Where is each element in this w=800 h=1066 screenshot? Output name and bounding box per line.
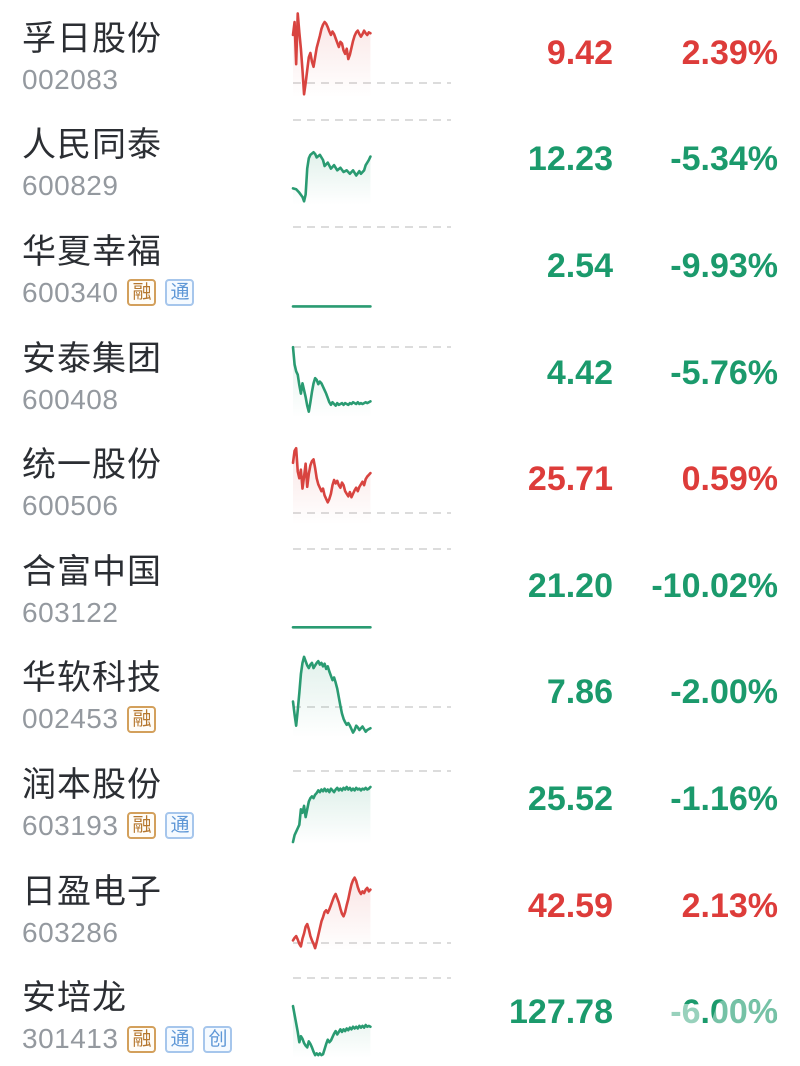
stock-info: 孚日股份 002083 — [22, 10, 293, 97]
stock-name: 华软科技 — [22, 659, 162, 698]
stock-name: 合富中国 — [22, 552, 162, 591]
stock-row-600829[interactable]: 人民同泰 600829 12.23 -5.34% — [0, 106, 800, 214]
stock-code: 600408 — [22, 383, 119, 415]
stock-name: 人民同泰 — [22, 126, 162, 165]
sparkline-chart — [293, 650, 451, 738]
stock-code-line: 603286 — [22, 916, 293, 950]
stock-code: 603122 — [22, 596, 119, 628]
stock-info: 合富中国 603122 — [22, 543, 293, 630]
sparkline-chart — [293, 10, 451, 99]
stock-change-percent: -1.16% — [670, 779, 778, 818]
stock-code-line: 301413 融通创 — [22, 1022, 293, 1056]
sparkline-chart — [293, 223, 451, 309]
stock-code-line: 600408 — [22, 383, 293, 417]
prev-close-baseline — [293, 346, 451, 349]
stock-name: 安培龙 — [22, 979, 127, 1018]
sparkline-chart — [293, 117, 451, 205]
stock-change-percent: -6.00% — [670, 993, 778, 1032]
stock-name: 安泰集团 — [22, 339, 162, 378]
stock-row-600340[interactable]: 华夏幸福 600340 融通 2.54 -9.93% — [0, 213, 800, 320]
stock-info: 安泰集团 600408 — [22, 330, 293, 417]
prev-close-baseline — [293, 770, 451, 773]
stock-row-002083[interactable]: 孚日股份 002083 9.42 2.39% — [0, 0, 800, 107]
stock-info: 人民同泰 600829 — [22, 116, 293, 203]
sparkline-chart — [293, 330, 451, 418]
stock-change-percent: 2.13% — [681, 886, 778, 925]
stock-code-line: 603193 融通 — [22, 809, 293, 843]
stock-name: 华夏幸福 — [22, 232, 162, 271]
stock-row-600408[interactable]: 安泰集团 600408 4.42 -5.76% — [0, 319, 800, 427]
stock-row-603286[interactable]: 日盈电子 603286 42.59 2.13% — [0, 852, 800, 960]
badge-chuang-icon: 创 — [203, 1025, 233, 1053]
badge-rong-icon: 融 — [127, 1025, 157, 1053]
stock-change-percent: -9.93% — [670, 246, 778, 285]
stock-code: 600829 — [22, 170, 119, 202]
stock-change-percent: -5.34% — [670, 140, 778, 179]
stock-code: 002083 — [22, 63, 119, 95]
stock-code-line: 603122 — [22, 596, 293, 630]
prev-close-baseline — [293, 977, 451, 980]
stock-code-line: 600506 — [22, 489, 293, 523]
prev-close-baseline — [293, 548, 451, 551]
sparkline-chart — [293, 543, 451, 629]
stock-info: 统一股份 600506 — [22, 436, 293, 523]
stock-code-line: 002453 融 — [22, 702, 293, 736]
prev-close-baseline — [293, 81, 451, 84]
stock-row-600506[interactable]: 统一股份 600506 25.71 0.59% — [0, 426, 800, 533]
stock-row-603122[interactable]: 合富中国 603122 21.20 -10.02% — [0, 532, 800, 640]
stock-info: 华软科技 002453 融 — [22, 649, 293, 736]
stock-name: 润本股份 — [22, 765, 162, 804]
stock-code: 603193 — [22, 809, 119, 841]
stock-code: 301413 — [22, 1023, 119, 1055]
stock-price: 42.59 — [527, 886, 613, 925]
stock-code: 600340 — [22, 276, 119, 308]
stock-code-line: 600829 — [22, 169, 293, 203]
stock-change-percent: -10.02% — [651, 566, 778, 605]
badge-rong-icon: 融 — [127, 279, 157, 307]
stock-change-percent: 2.39% — [681, 33, 778, 72]
stock-code-line: 600340 融通 — [22, 276, 293, 310]
stock-change-percent: -5.76% — [670, 353, 778, 392]
stock-info: 安培龙 301413 融通创 — [22, 969, 293, 1056]
stock-price: 4.42 — [546, 353, 613, 392]
stock-price: 9.42 — [546, 33, 613, 72]
stock-info: 润本股份 603193 融通 — [22, 756, 293, 843]
badge-tong-icon: 通 — [165, 279, 195, 307]
stock-price: 127.78 — [509, 993, 613, 1032]
prev-close-baseline — [293, 942, 451, 945]
stock-price: 25.71 — [527, 460, 613, 499]
sparkline-chart — [293, 970, 451, 1058]
stock-change-percent: -2.00% — [670, 673, 778, 712]
stock-name: 统一股份 — [22, 446, 162, 485]
stock-info: 华夏幸福 600340 融通 — [22, 223, 293, 310]
badge-tong-icon: 通 — [165, 1025, 195, 1053]
badge-tong-icon: 通 — [165, 812, 195, 840]
stock-price: 2.54 — [546, 246, 613, 285]
stock-row-301413[interactable]: 安培龙 301413 融通创 127.78 -6.00% — [0, 959, 800, 1066]
stock-price: 12.23 — [527, 140, 613, 179]
stock-code: 600506 — [22, 490, 119, 522]
sparkline-chart — [293, 863, 451, 951]
stock-code-line: 002083 — [22, 63, 293, 97]
stock-price: 25.52 — [527, 779, 613, 818]
stock-code: 002453 — [22, 703, 119, 735]
sparkline-chart — [293, 437, 451, 525]
stock-price: 7.86 — [546, 673, 613, 712]
badge-rong-icon: 融 — [127, 812, 157, 840]
stock-code: 603286 — [22, 916, 119, 948]
prev-close-baseline — [293, 226, 451, 229]
stock-change-percent: 0.59% — [681, 460, 778, 499]
prev-close-baseline — [293, 512, 451, 515]
stock-name: 孚日股份 — [22, 19, 162, 58]
badge-rong-icon: 融 — [127, 705, 157, 733]
sparkline-chart — [293, 756, 451, 845]
stock-price: 21.20 — [527, 566, 613, 605]
stock-info: 日盈电子 603286 — [22, 863, 293, 950]
prev-close-baseline — [293, 705, 451, 708]
stock-row-002453[interactable]: 华软科技 002453 融 7.86 -2.00% — [0, 639, 800, 747]
stock-row-603193[interactable]: 润本股份 603193 融通 25.52 -1.16% — [0, 746, 800, 853]
stock-name: 日盈电子 — [22, 872, 162, 911]
prev-close-baseline — [293, 118, 451, 121]
